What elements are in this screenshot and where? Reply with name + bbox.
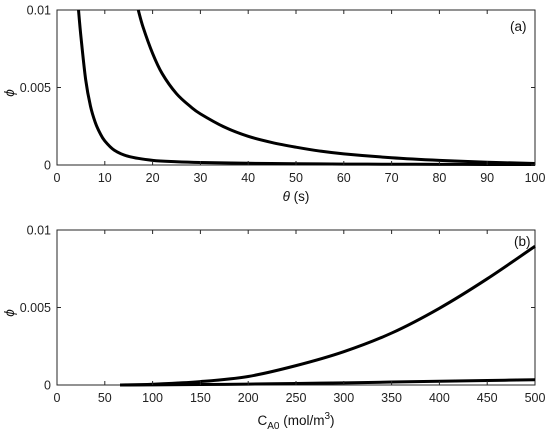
panel-a-x-axis-label: θ (s): [283, 189, 310, 204]
panel-b-x-tick-label: 50: [98, 391, 112, 405]
panel-a-axes-frame: [56, 9, 536, 166]
panel-b-axes-frame: [56, 229, 536, 386]
panel-b-x-tick-label: 250: [286, 391, 307, 405]
panel-a-series-line-1: [77, 9, 536, 167]
panel-a-series: [77, 9, 536, 167]
panel-b-x-tick-label: 450: [477, 391, 498, 405]
panel-b-y-ticks: 0 0.005 0.01: [20, 224, 535, 393]
panel-b-series-line-1: [120, 245, 536, 387]
panel-b: 0 50 100 150 200 250 300 350 400 450 500 0 0.005 0.0…: [2, 224, 545, 433]
panel-a-x-tick-label: 40: [241, 171, 255, 185]
panel-b-x-tick-label: 400: [429, 391, 450, 405]
panel-b-x-axis-close: ): [330, 413, 335, 428]
panel-a-x-tick-label: 90: [480, 171, 494, 185]
panel-b-x-axis-main: C: [257, 413, 267, 428]
panel-b-y-axis-label: ϕ: [2, 309, 17, 317]
panel-a-x-tick-label: 60: [337, 171, 351, 185]
panel-a-x-tick-label: 30: [193, 171, 207, 185]
panel-a-series-line-2: [136, 9, 536, 165]
panel-a-x-tick-label: 0: [54, 171, 61, 185]
panel-a-y-tick-label: 0.005: [20, 81, 51, 95]
panel-b-series-line-2: [120, 378, 536, 387]
panel-b-series: [120, 245, 536, 387]
panel-b-y-tick-label: 0.005: [20, 301, 51, 315]
panel-a-x-tick-label: 70: [385, 171, 399, 185]
panel-a-label: (a): [510, 19, 527, 34]
panel-a-y-axis-label: ϕ: [2, 89, 17, 97]
panel-a-x-tick-label: 10: [98, 171, 112, 185]
panel-a-y-tick-label: 0.01: [27, 4, 51, 18]
panel-a-x-tick-label: 100: [525, 171, 546, 185]
panel-b-x-axis-unit: (mol/m: [279, 413, 324, 428]
panel-b-x-axis-subscript: A0: [267, 421, 280, 432]
panel-b-x-ticks: 0 50 100 150 200 250 300 350 400 450 500: [54, 230, 546, 405]
panel-b-x-tick-label: 200: [238, 391, 259, 405]
panel-a-y-tick-label: 0: [44, 159, 51, 173]
panel-b-y-tick-label: 0.01: [27, 224, 51, 238]
panel-b-y-tick-label: 0: [44, 379, 51, 393]
panel-a-x-axis-unit: (s): [290, 189, 310, 204]
panel-b-x-axis-label: CA0 (mol/m3): [257, 411, 334, 432]
panel-a-y-ticks: 0 0.005 0.01: [20, 4, 535, 173]
panel-b-label: (b): [514, 234, 531, 249]
panel-b-x-tick-label: 350: [381, 391, 402, 405]
panel-a-x-tick-label: 50: [289, 171, 303, 185]
panel-a-x-tick-label: 80: [432, 171, 446, 185]
panel-a-x-ticks: 0 10 20 30 40 50 60 70 80 90 100: [54, 10, 546, 185]
panel-b-x-axis-superscript: 3: [324, 411, 330, 422]
panel-a-x-axis-symbol: θ: [283, 189, 291, 204]
panel-b-x-tick-label: 500: [525, 391, 546, 405]
panel-b-x-tick-label: 300: [333, 391, 354, 405]
panel-b-x-tick-label: 100: [142, 391, 163, 405]
panel-b-x-tick-label: 150: [190, 391, 211, 405]
panel-a-x-tick-label: 20: [146, 171, 160, 185]
panel-b-x-tick-label: 0: [54, 391, 61, 405]
